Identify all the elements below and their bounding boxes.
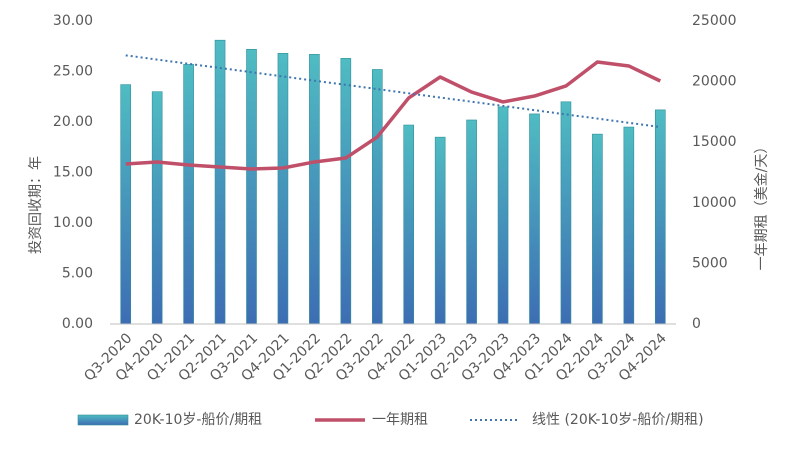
y-tick-label: 25.00 [53,64,93,80]
bar [371,69,383,325]
bar [246,48,257,325]
bar [214,39,226,325]
y-tick-label: 15.00 [53,165,93,181]
bar [183,64,194,325]
y-tick-label: 10.00 [53,215,93,231]
y2-tick-label: 20000 [692,74,737,90]
y2-axis-title: 一年期租（美金/天） [754,140,770,271]
legend-label: 线性 (20K-10岁-船价/期租) [532,412,704,428]
bar [466,119,477,325]
bar [434,136,446,325]
legend-label: 20K-10岁-船价/期租 [134,412,262,428]
y-axis-title: 投资回收期：年 [28,156,44,254]
bar [120,84,132,325]
bar [340,58,352,325]
bar [560,101,572,325]
legend-label: 一年期租 [372,412,428,428]
bar [403,124,415,325]
legend-swatch [77,414,129,426]
bar [654,109,666,325]
bar [623,126,635,325]
y2-tick-label: 5000 [692,255,728,271]
y-tick-label: 0.00 [62,316,93,332]
line [125,60,662,171]
y2-tick-label: 15000 [692,134,737,150]
y2-tick-label: 10000 [692,195,737,211]
y-tick-label: 20.00 [53,114,93,130]
y2-tick-label: 25000 [692,13,737,29]
bar [529,113,540,325]
bar [277,53,289,325]
bar [592,133,603,325]
bar [497,106,509,325]
bar [151,91,163,325]
y-tick-label: 5.00 [62,266,93,282]
y-tick-label: 30.00 [53,13,93,29]
bar [309,54,320,325]
y2-tick-label: 0 [692,316,701,332]
